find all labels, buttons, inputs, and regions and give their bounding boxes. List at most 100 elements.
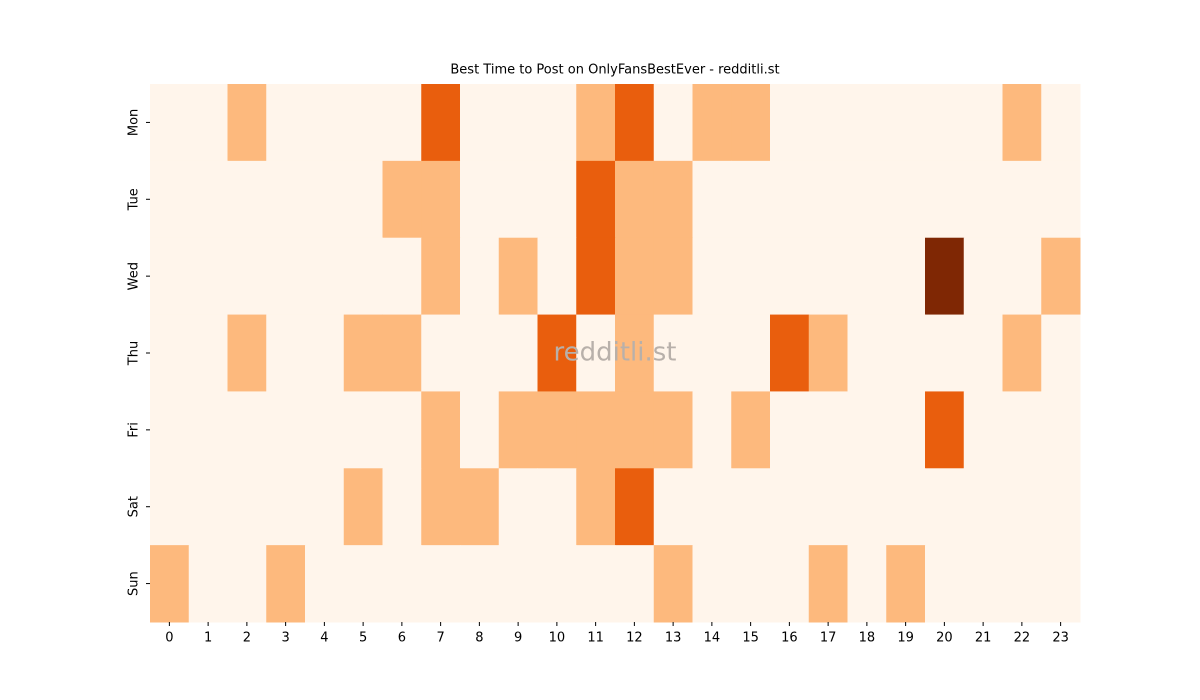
heatmap-cell [150,468,190,546]
x-tick-label: 22 [1014,631,1031,646]
x-tick-label: 20 [936,631,953,646]
heatmap-cell [305,545,345,623]
heatmap-cell [537,84,577,162]
heatmap-cell [886,84,926,162]
x-tick-label: 19 [897,631,914,646]
heatmap-cell [343,468,383,546]
heatmap-cell [305,237,345,316]
watermark: redditli.st [554,338,677,368]
heatmap-cell [808,545,848,623]
y-tick-label: Sat [127,496,142,517]
heatmap-cell [1002,160,1042,239]
heatmap-cell [692,545,732,623]
heatmap-cell [731,237,771,316]
heatmap-cell [537,545,577,623]
heatmap-cell [227,391,267,469]
heatmap-cell [925,160,965,239]
heatmap-cell [537,391,577,469]
heatmap-cell [731,545,771,623]
heatmap-cell [615,314,655,392]
heatmap-cell [498,545,538,623]
heatmap-cell [925,237,965,316]
x-tick-label: 4 [320,631,328,646]
heatmap-cell [460,237,500,316]
heatmap-cell [1041,237,1081,316]
x-tick-label: 8 [475,631,483,646]
heatmap-cell [925,314,965,392]
heatmap-cell [576,84,616,162]
x-tick-label: 9 [514,631,522,646]
heatmap-cell [770,545,810,623]
y-tick-label: Sun [127,571,142,596]
heatmap-cell [1002,545,1042,623]
heatmap-cell [692,84,732,162]
x-tick-label: 14 [704,631,721,646]
heatmap-cell [692,160,732,239]
heatmap-cell [808,84,848,162]
heatmap-cell [305,468,345,546]
heatmap-cell [808,468,848,546]
heatmap-cell [227,468,267,546]
x-tick-label: 6 [398,631,406,646]
heatmap-cell [382,468,422,546]
y-tick-label: Tue [127,188,142,211]
heatmap-cell [847,314,887,392]
heatmap-cell [382,237,422,316]
heatmap-cell [653,468,693,546]
heatmap-cell [1041,391,1081,469]
heatmap-cell [188,84,228,162]
heatmap-cell [731,84,771,162]
heatmap-cell [266,314,306,392]
x-tick-label: 10 [549,631,566,646]
x-tick-label: 18 [859,631,876,646]
heatmap-cell [692,237,732,316]
heatmap-cell [150,237,190,316]
heatmap-cell [692,314,732,392]
heatmap-cell [498,314,538,392]
heatmap-cell [770,391,810,469]
heatmap-cell [421,160,461,239]
heatmap-cell [498,160,538,239]
y-tick-label: Fri [127,422,142,438]
heatmap-cell [498,237,538,316]
heatmap-cell [615,237,655,316]
heatmap-cell [150,391,190,469]
heatmap-cell [847,237,887,316]
x-tick-label: 0 [165,631,173,646]
y-tick-label: Thu [127,341,142,366]
heatmap-cell [537,314,577,392]
heatmap-cell [460,160,500,239]
heatmap-cell [653,314,693,392]
x-tick-label: 16 [781,631,798,646]
heatmap-cell [1041,545,1081,623]
heatmap-cell [150,84,190,162]
heatmap-cell [576,237,616,316]
heatmap-cell [188,468,228,546]
heatmap-cell [266,468,306,546]
heatmap-cell [576,391,616,469]
heatmap-cell [305,160,345,239]
heatmap-cell [770,84,810,162]
heatmap-cell [343,84,383,162]
heatmap-cell [1041,160,1081,239]
heatmap-cell [615,391,655,469]
heatmap-cell [460,314,500,392]
heatmap-cell [731,391,771,469]
heatmap-cell [925,391,965,469]
heatmap-cell [498,468,538,546]
heatmap-cell [1002,237,1042,316]
heatmap-cell [382,84,422,162]
x-tick-label: 7 [436,631,444,646]
heatmap-cell [576,468,616,546]
heatmap-cell [615,468,655,546]
x-tick-label: 21 [975,631,992,646]
x-tick-label: 17 [820,631,837,646]
heatmap-cell [460,84,500,162]
heatmap-cell [188,160,228,239]
y-tick-label: Mon [127,109,142,136]
x-tick-label: 2 [243,631,251,646]
heatmap-cell [537,160,577,239]
heatmap-cell [653,160,693,239]
heatmap-cell [382,314,422,392]
